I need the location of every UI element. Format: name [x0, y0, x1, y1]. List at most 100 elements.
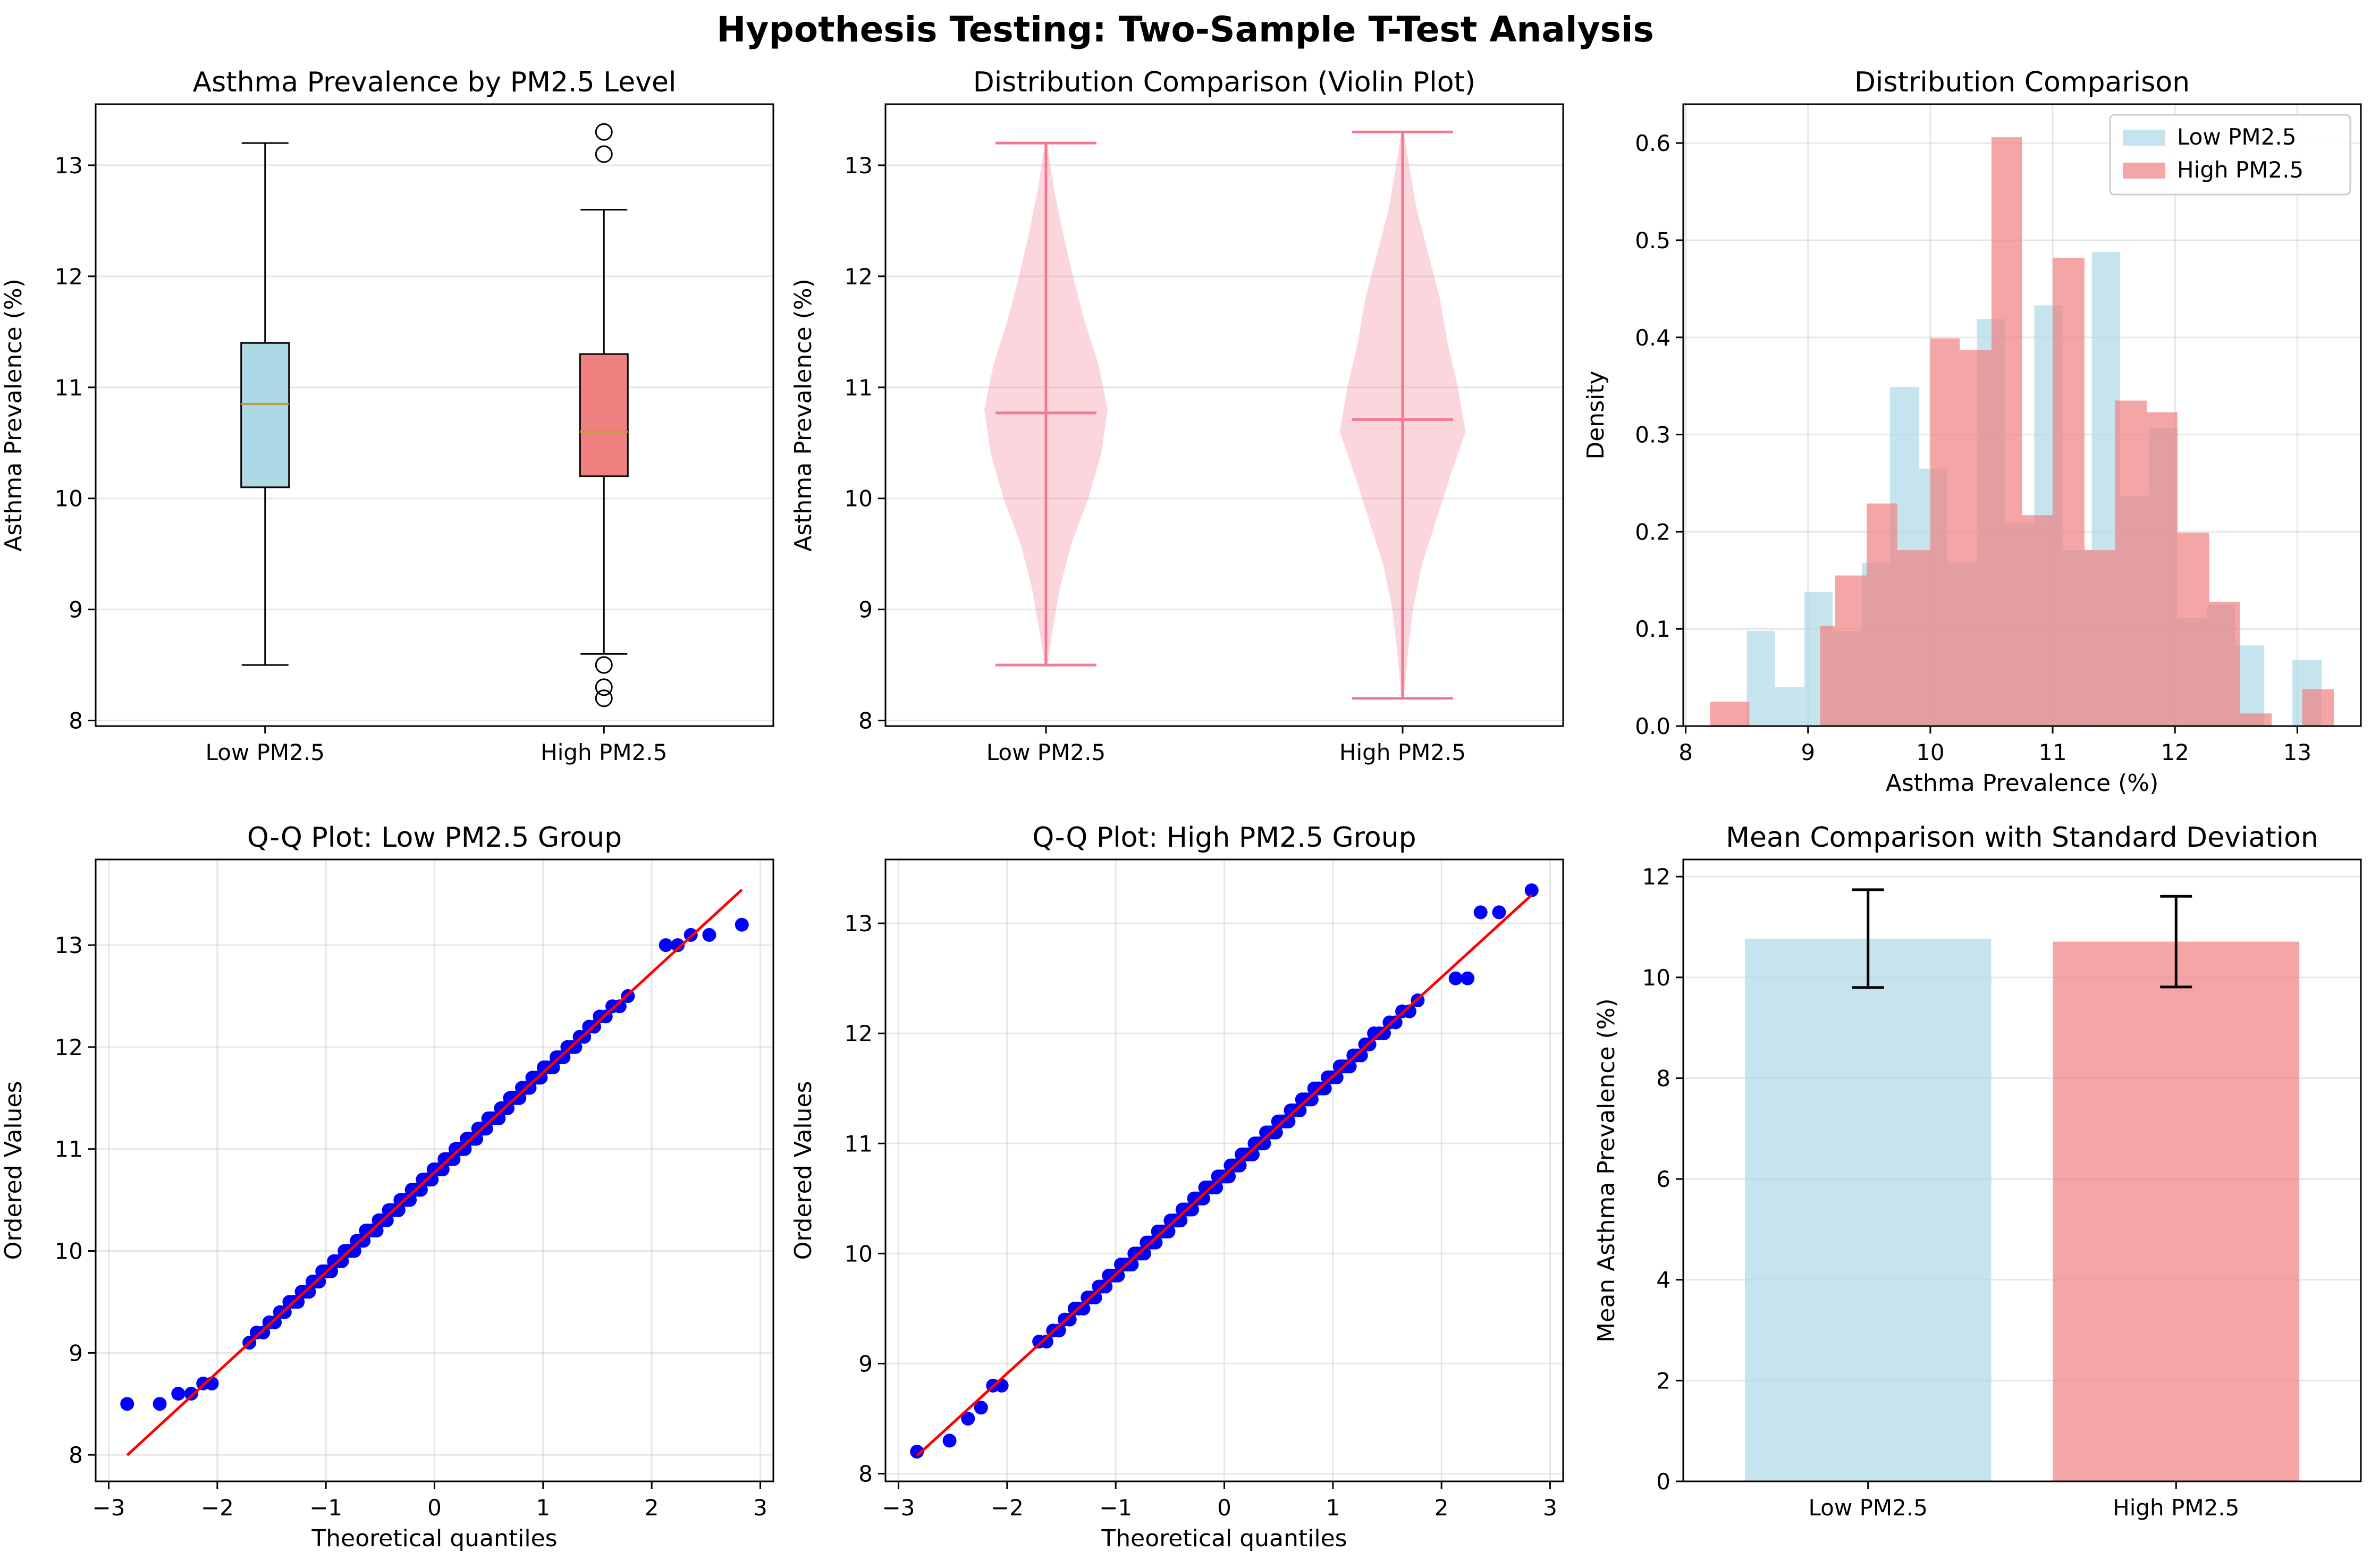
mean-bar-panel: 0 2 4 6 8 10 12 Low PM2.5 High PM2.5 Mean Compari…: [1593, 822, 2362, 1521]
qq-point: [1473, 905, 1488, 920]
histogram-bar-low: [1746, 630, 1775, 726]
legend-label: High PM2.5: [2177, 157, 2304, 183]
y-tick-label: 12: [55, 264, 83, 290]
y-tick-label: 11: [55, 1136, 83, 1162]
qq-point: [1196, 1191, 1211, 1205]
x-category-label: High PM2.5: [2113, 1495, 2239, 1521]
y-tick-label: 9: [69, 1340, 83, 1366]
qq-point: [1149, 1235, 1163, 1250]
histogram-bar-high: [2084, 550, 2115, 726]
qq-point: [1233, 1158, 1247, 1173]
qq-point: [1448, 971, 1463, 985]
y-tick-label: 8: [69, 708, 83, 734]
box-outlier: [595, 689, 613, 707]
y-tick-label: 10: [845, 486, 873, 512]
histogram-bar-high: [1991, 137, 2022, 726]
chart-title: Mean Comparison with Standard Deviation: [1726, 822, 2318, 854]
qq-point: [1388, 1015, 1403, 1030]
y-axis-label: Asthma Prevalence (%): [0, 279, 27, 552]
y-tick-label: 11: [55, 375, 83, 401]
y-axis-label: Density: [1582, 370, 1609, 459]
y-tick-label: 9: [858, 597, 873, 623]
chart-title: Q-Q Plot: Low PM2.5 Group: [247, 822, 622, 854]
x-tick-label: −2: [201, 1495, 234, 1521]
qq-point: [1185, 1202, 1199, 1217]
axes-frame-top: [1682, 858, 2362, 1482]
qq-point: [910, 1445, 924, 1459]
axes-frame: [884, 103, 1564, 727]
x-tick-label: −3: [92, 1495, 125, 1521]
box-outlier: [595, 145, 613, 163]
x-tick-label: 11: [2038, 739, 2066, 765]
qq-point: [1318, 1081, 1332, 1095]
y-tick-label: 0.1: [1635, 616, 1670, 642]
x-tick-label: −3: [882, 1495, 915, 1521]
y-tick-label: 8: [858, 1461, 873, 1487]
x-tick-label: 1: [536, 1495, 550, 1521]
y-tick-label: 10: [845, 1241, 873, 1267]
qq-point: [1377, 1026, 1391, 1041]
histogram-bar-high: [1710, 702, 1750, 726]
x-tick-label: 0: [427, 1495, 442, 1521]
box-outlier: [595, 656, 613, 674]
qq-point: [994, 1378, 1009, 1393]
y-tick-label: 9: [858, 1351, 873, 1377]
y-axis-label: Ordered Values: [790, 1081, 817, 1260]
qq-point: [1281, 1114, 1296, 1128]
chart-title: Distribution Comparison (Violin Plot): [973, 66, 1475, 98]
x-tick-label: 3: [1543, 1495, 1557, 1521]
y-tick-label: 0.5: [1635, 227, 1670, 254]
qq-point: [1293, 1103, 1307, 1118]
y-tick-label: 8: [69, 1442, 83, 1468]
histogram-bar-high: [1897, 550, 1930, 726]
histogram-bar-high: [2022, 515, 2053, 726]
box-outlier: [595, 123, 613, 141]
x-tick-label: 1: [1326, 1495, 1340, 1521]
qq-point: [671, 938, 685, 952]
histogram-bar-high: [1820, 626, 1835, 726]
qq-point: [1304, 1092, 1319, 1107]
qq-point: [1111, 1268, 1125, 1283]
y-tick-label: 13: [55, 932, 83, 958]
qq-point: [1062, 1312, 1077, 1327]
chart-title: Distribution Comparison: [1854, 66, 2190, 98]
mean-bar: [2053, 941, 2300, 1481]
x-category-label: Low PM2.5: [1809, 1495, 1928, 1521]
y-tick-label: 2: [1656, 1368, 1670, 1394]
qq-point: [1329, 1070, 1344, 1085]
qq-point: [256, 1325, 271, 1339]
histogram-bar-high: [2053, 257, 2085, 726]
histogram-bar-high: [2302, 689, 2334, 726]
legend-box: [2109, 114, 2351, 196]
x-tick-label: −1: [309, 1495, 342, 1521]
histogram-bar-high: [2209, 602, 2240, 726]
qq-point: [171, 1387, 185, 1401]
chart-title: Q-Q Plot: High PM2.5 Group: [1032, 822, 1416, 854]
chart-title: Asthma Prevalence by PM2.5 Level: [193, 66, 677, 98]
qq-point: [1125, 1258, 1139, 1272]
x-category-label: Low PM2.5: [986, 739, 1106, 765]
x-tick-label: 10: [1916, 739, 1944, 765]
x-tick-label: 12: [2161, 739, 2189, 765]
y-tick-label: 0.0: [1635, 713, 1670, 739]
legend-swatch: [2123, 130, 2165, 146]
y-tick-label: 11: [845, 1131, 873, 1157]
box-body: [240, 342, 290, 488]
y-tick-label: 4: [1656, 1267, 1670, 1293]
qq-point: [1039, 1335, 1053, 1349]
x-tick-label: 13: [2283, 739, 2311, 765]
x-category-label: High PM2.5: [1339, 739, 1466, 765]
y-tick-label: 13: [55, 153, 83, 179]
axes-frame: [95, 103, 774, 727]
qq-point: [1209, 1181, 1224, 1195]
qq-point: [184, 1387, 198, 1401]
qq-point: [1524, 883, 1539, 897]
y-tick-label: 12: [1642, 864, 1670, 890]
qq-point: [1492, 905, 1506, 920]
qq-point: [1088, 1291, 1102, 1305]
x-category-label: High PM2.5: [541, 739, 667, 765]
histogram-bar-high: [2115, 400, 2147, 726]
y-axis-label: Ordered Values: [0, 1081, 27, 1260]
qq-point: [702, 928, 716, 942]
qq-point: [659, 938, 673, 952]
